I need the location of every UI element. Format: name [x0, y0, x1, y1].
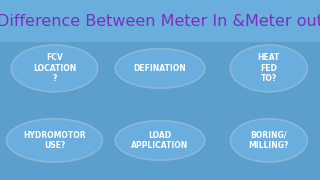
FancyBboxPatch shape	[0, 0, 320, 42]
Text: HYDROMOTOR
USE?: HYDROMOTOR USE?	[23, 131, 86, 150]
Text: BORING/
MILLING?: BORING/ MILLING?	[249, 131, 289, 150]
Text: DEFINATION: DEFINATION	[134, 64, 186, 73]
Ellipse shape	[11, 45, 98, 92]
Ellipse shape	[115, 49, 205, 88]
Text: HEAT
FED
TO?: HEAT FED TO?	[258, 53, 280, 83]
Text: LOAD
APPLICATION: LOAD APPLICATION	[132, 131, 188, 150]
Ellipse shape	[6, 119, 102, 162]
Text: FCV
LOCATION
?: FCV LOCATION ?	[33, 53, 76, 83]
Ellipse shape	[230, 45, 307, 92]
Ellipse shape	[115, 121, 205, 160]
Text: Difference Between Meter In &Meter out: Difference Between Meter In &Meter out	[0, 14, 320, 29]
Ellipse shape	[230, 119, 307, 162]
